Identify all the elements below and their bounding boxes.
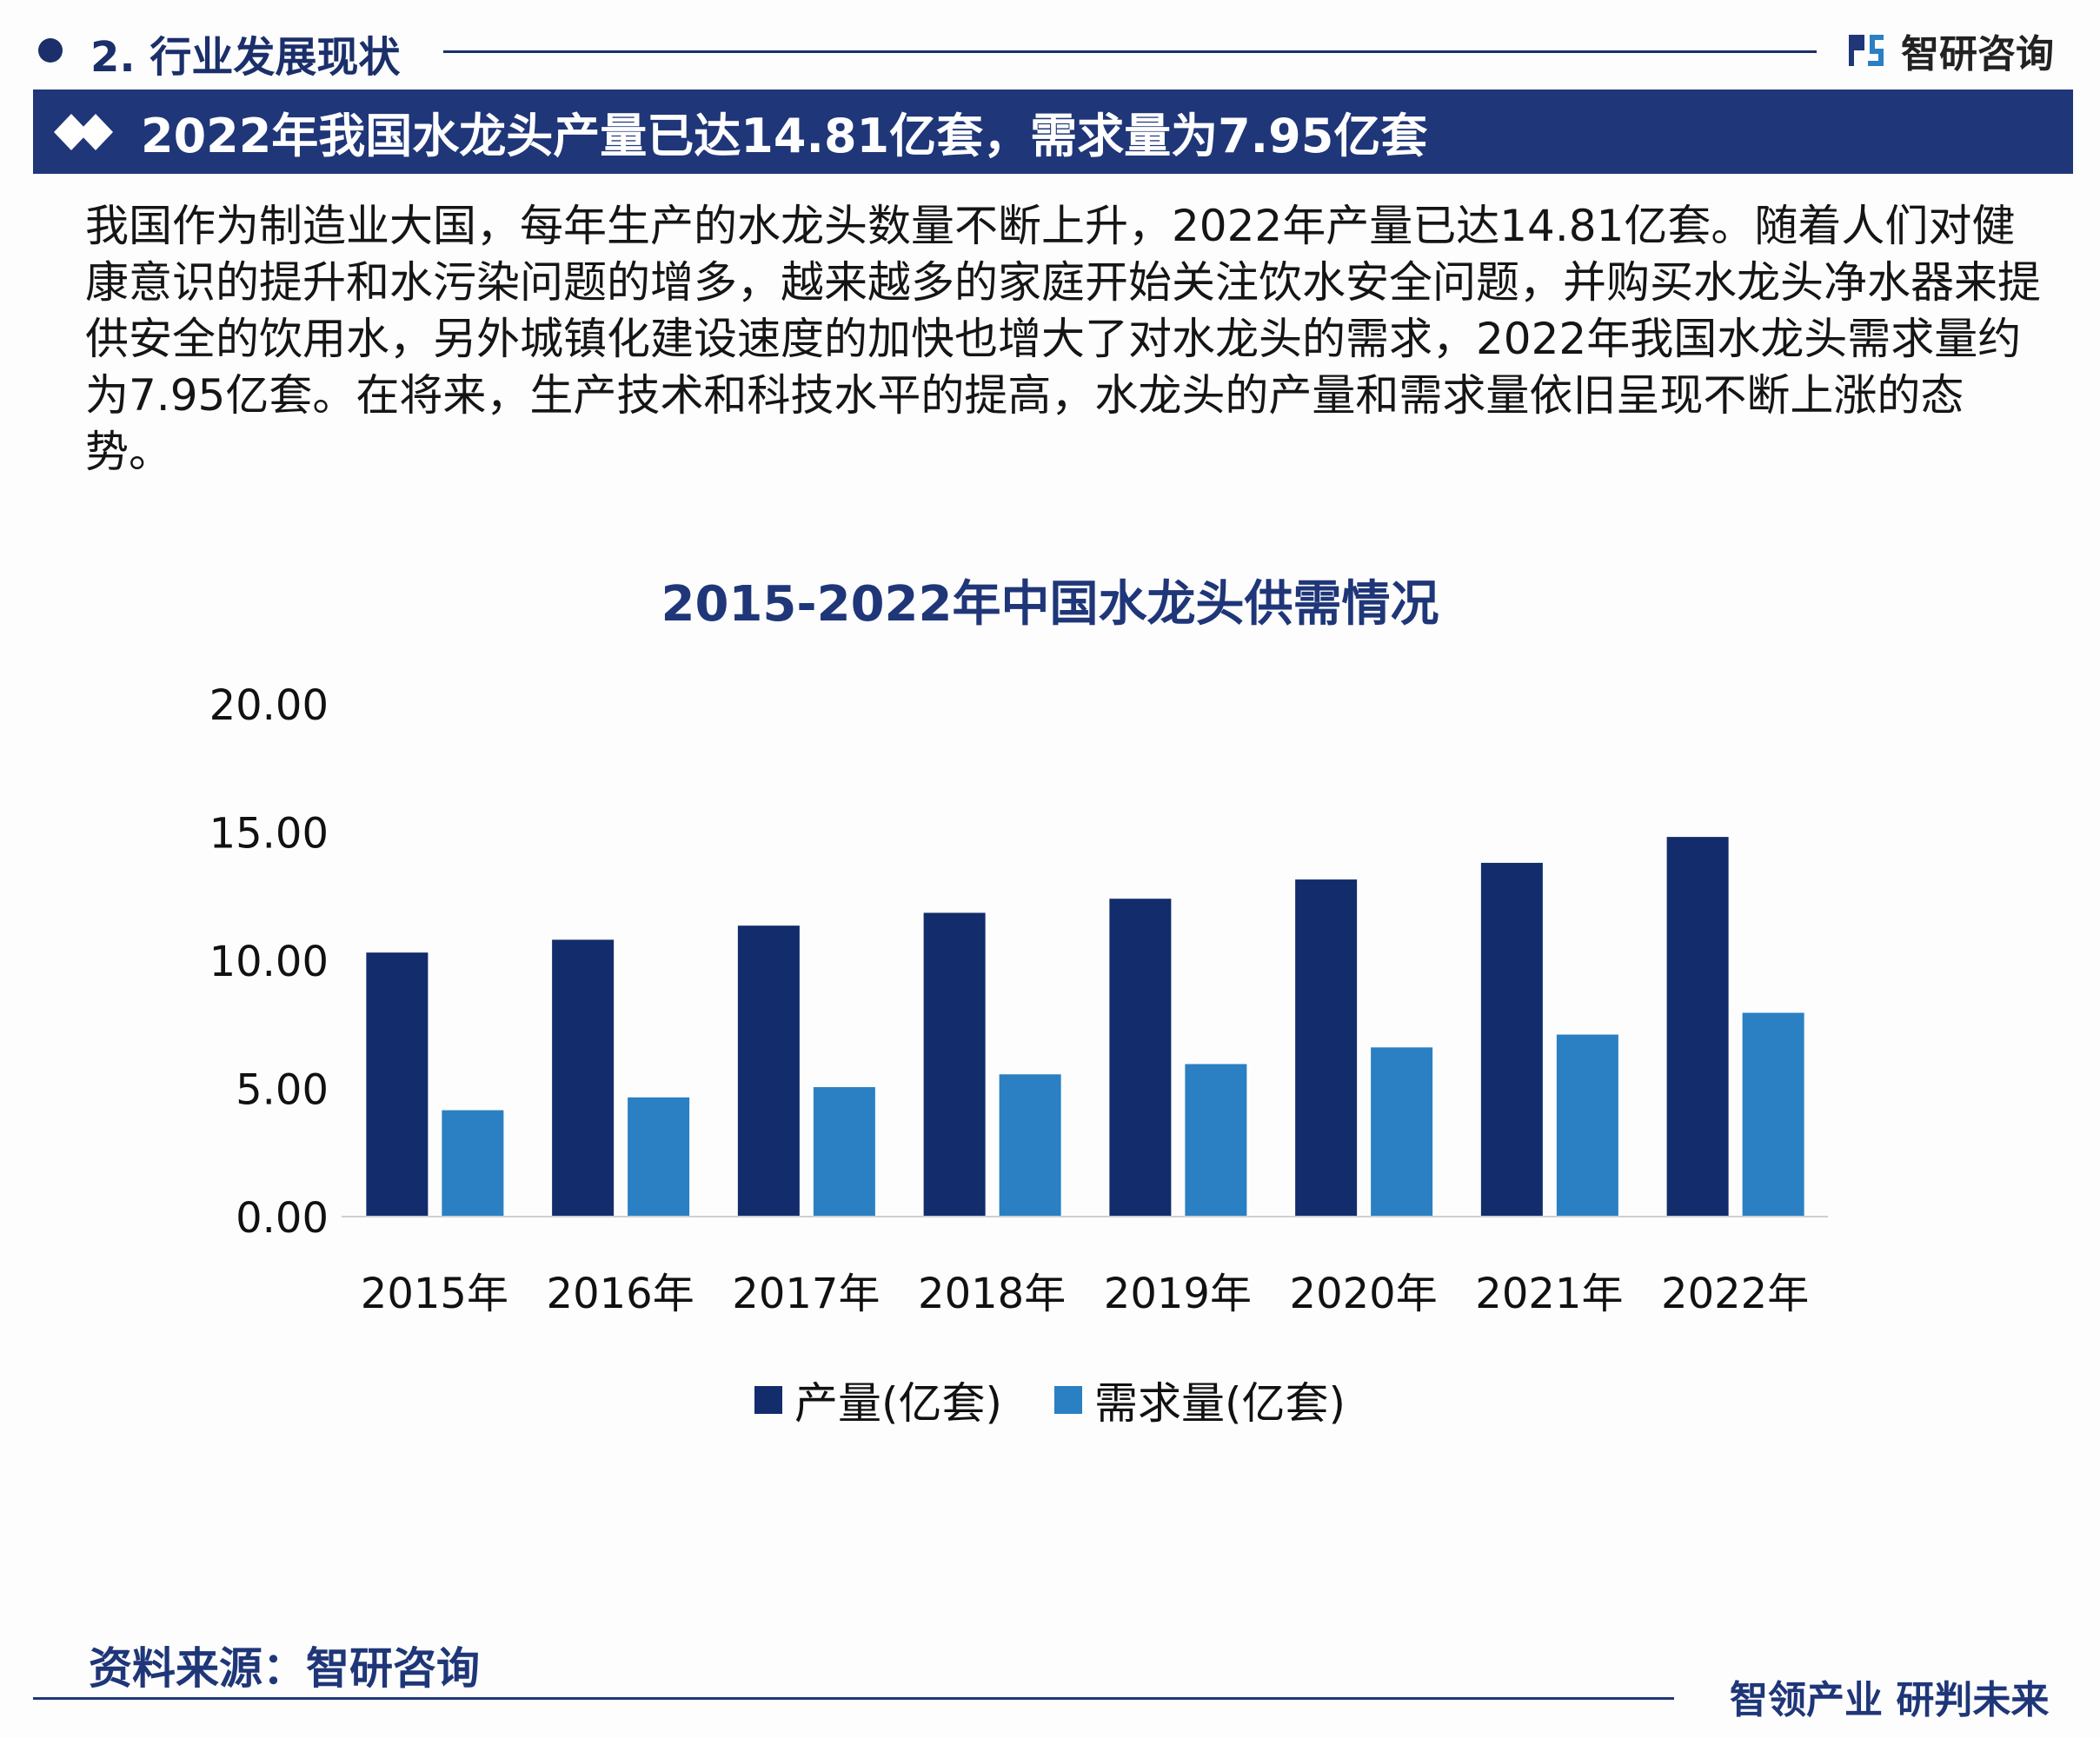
logo-icon — [1849, 35, 1884, 66]
x-tick-label: 2021年 — [1475, 1270, 1623, 1318]
footer-slogan: 智领产业 研判未来 — [1730, 1678, 2050, 1722]
chart-legend: 产量(亿套) 需求量(亿套) — [0, 1369, 2100, 1431]
x-tick-label: 2020年 — [1290, 1270, 1438, 1318]
legend-swatch-production — [754, 1386, 782, 1414]
body-paragraph: 我国作为制造业大国，每年生产的水龙头数量不断上升，2022年产量已达14.81亿… — [85, 201, 2041, 477]
x-tick-label: 2017年 — [732, 1270, 880, 1318]
section-title: 2. 行业发展现状 — [90, 33, 401, 82]
legend-label: 需求量(亿套) — [1094, 1378, 1346, 1429]
bar-demand — [1742, 1012, 1804, 1217]
brand-logo: 智研咨询 — [1847, 26, 2054, 76]
section-divider — [443, 50, 1817, 53]
logo-text: 智研咨询 — [1901, 32, 2054, 76]
bar-production — [366, 952, 429, 1217]
bar-demand — [1556, 1034, 1618, 1217]
x-tick-label: 2019年 — [1104, 1270, 1252, 1318]
bar-demand — [999, 1074, 1061, 1217]
bar-demand — [628, 1097, 690, 1217]
source-note: 资料来源：智研咨询 — [89, 1643, 480, 1694]
legend-swatch-demand — [1054, 1386, 1082, 1414]
legend-item-demand: 需求量(亿套) — [1054, 1369, 1346, 1431]
bar-chart: 0.00 5.00 10.00 15.00 20.00 2015年 2016年 2017年 20… — [209, 681, 1828, 1318]
bar-demand — [1185, 1064, 1247, 1217]
legend-label: 产量(亿套) — [794, 1378, 1002, 1429]
bar-production — [1109, 899, 1172, 1217]
diamond-icon — [54, 113, 113, 150]
bar-production — [1295, 879, 1358, 1217]
bar-production — [737, 925, 800, 1217]
chart-title: 2015-2022年中国水龙头供需情况 — [661, 576, 1439, 633]
headline-bar: 2022年我国水龙头产量已达14.81亿套，需求量为7.95亿套 — [33, 90, 2073, 174]
bar-production — [923, 912, 986, 1217]
bar-production — [1480, 862, 1543, 1217]
x-tick-label: 2018年 — [918, 1270, 1066, 1318]
bar-production — [1666, 837, 1729, 1217]
legend-item-production: 产量(亿套) — [754, 1369, 1002, 1431]
y-tick-label: 20.00 — [209, 681, 329, 730]
bar-demand — [1371, 1047, 1433, 1217]
y-tick-label: 5.00 — [236, 1066, 329, 1115]
section-bullet — [38, 38, 63, 63]
x-tick-label: 2022年 — [1661, 1270, 1809, 1318]
y-tick-label: 0.00 — [236, 1194, 329, 1243]
footer-divider — [33, 1697, 1674, 1700]
bar-demand — [442, 1110, 504, 1217]
bar-production — [552, 939, 615, 1217]
x-tick-label: 2016年 — [547, 1270, 694, 1318]
y-tick-label: 15.00 — [209, 810, 329, 859]
x-tick-label: 2015年 — [361, 1270, 508, 1318]
headline-text: 2022年我国水龙头产量已达14.81亿套，需求量为7.95亿套 — [141, 109, 1428, 163]
y-tick-label: 10.00 — [209, 938, 329, 986]
bar-demand — [813, 1087, 875, 1217]
